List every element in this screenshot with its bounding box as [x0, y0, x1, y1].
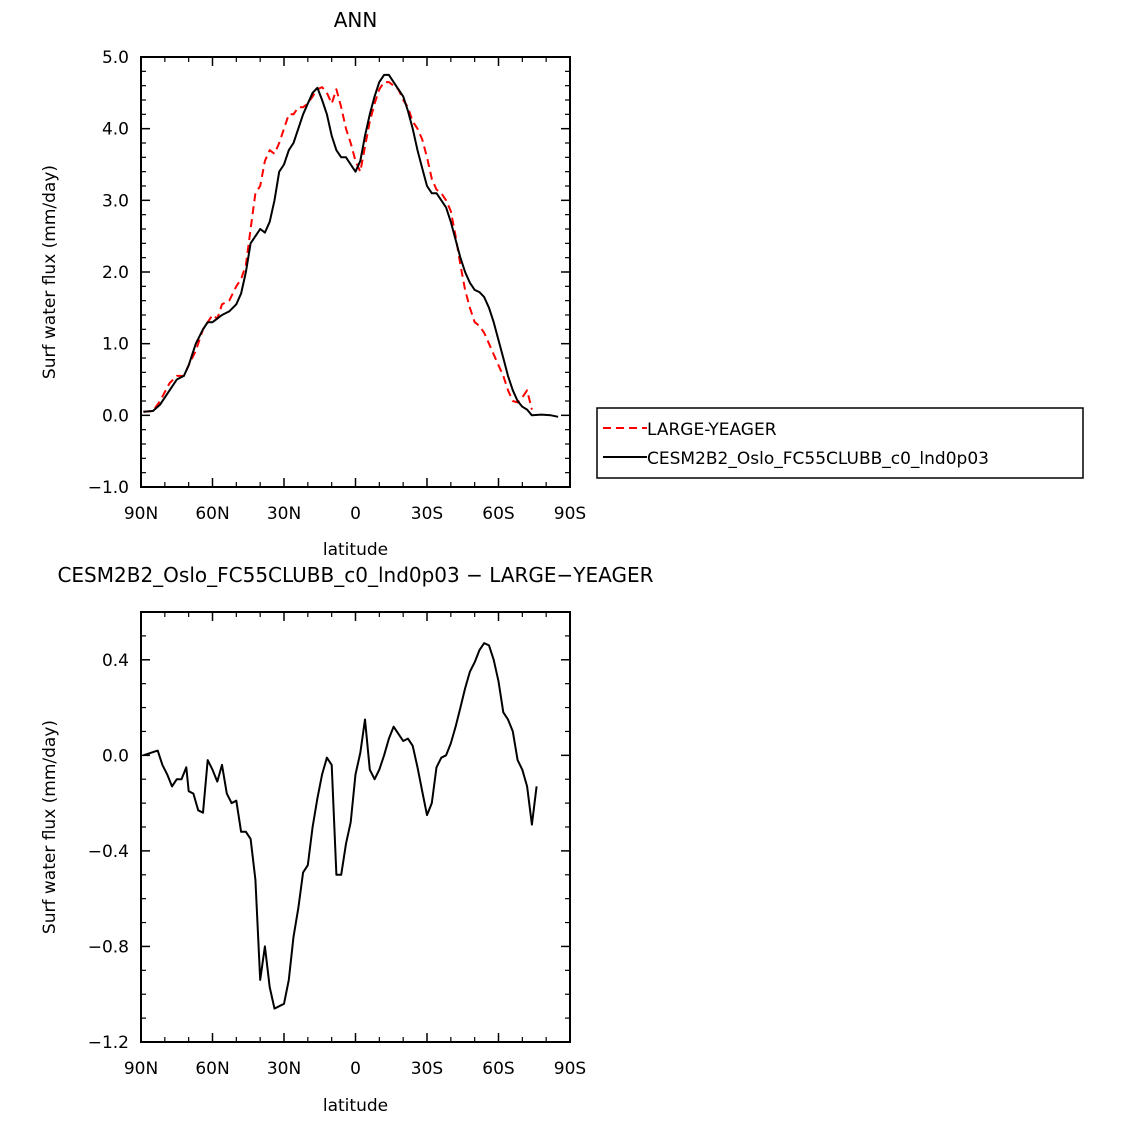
x-tick-label: 60N	[195, 504, 229, 524]
x-axis-title: latitude	[323, 1096, 388, 1116]
series-line-0	[143, 81, 533, 413]
y-tick-label: 0.4	[102, 651, 129, 671]
bottom-panel: 90N 60N 30N 0 30S 60S 90S −1.2 −0.8 −0.4 0.0 0.4 CES…	[40, 563, 654, 1116]
y-tick-label: −1.2	[88, 1033, 129, 1053]
y-tick-label: 2.0	[102, 263, 129, 283]
top-panel: 90N 60N 30N 0 30S 60S 90S −1.0 0.0 1.0 2.0 3.0 4.0 5.…	[40, 8, 586, 560]
y-tick-label: 0.0	[102, 406, 129, 426]
y-tick-label: −0.4	[88, 842, 129, 862]
y-tick-label: −1.0	[88, 478, 129, 498]
legend: LARGE-YEAGER CESM2B2_Oslo_FC55CLUBB_c0_ln…	[596, 407, 1084, 479]
y-tick-label: −0.8	[88, 937, 129, 957]
x-tick-label: 30N	[267, 504, 301, 524]
x-tick-label: 60N	[195, 1059, 229, 1079]
x-tick-label: 60S	[482, 504, 514, 524]
y-axis-title: Surf water flux (mm/day)	[40, 720, 60, 934]
y-tick-label: 4.0	[102, 120, 129, 140]
x-tick-label: 90N	[124, 1059, 158, 1079]
series-line-0	[143, 642, 538, 1010]
y-tick-label: 1.0	[102, 335, 129, 355]
chart-title: ANN	[334, 8, 378, 32]
x-tick-label: 90N	[124, 504, 158, 524]
x-tick-label: 30S	[411, 504, 443, 524]
x-tick-label: 30N	[267, 1059, 301, 1079]
chart-title: CESM2B2_Oslo_FC55CLUBB_c0_lnd0p03 − LARG…	[57, 563, 653, 587]
x-tick-label: 90S	[554, 504, 586, 524]
y-tick-label: 0.0	[102, 746, 129, 766]
x-tick-label: 0	[350, 504, 361, 524]
y-tick-label: 3.0	[102, 191, 129, 211]
y-axis-title: Surf water flux (mm/day)	[40, 165, 60, 379]
legend-box	[596, 407, 1084, 479]
y-tick-label: 5.0	[102, 48, 129, 68]
x-tick-label: 0	[350, 1059, 361, 1079]
x-axis-title: latitude	[323, 540, 388, 560]
x-tick-label: 90S	[554, 1059, 586, 1079]
x-tick-label: 60S	[482, 1059, 514, 1079]
x-tick-label: 30S	[411, 1059, 443, 1079]
series-line-1	[143, 73, 559, 418]
legend-label: CESM2B2_Oslo_FC55CLUBB_c0_lnd0p03	[647, 449, 989, 469]
legend-label: LARGE-YEAGER	[647, 420, 777, 440]
